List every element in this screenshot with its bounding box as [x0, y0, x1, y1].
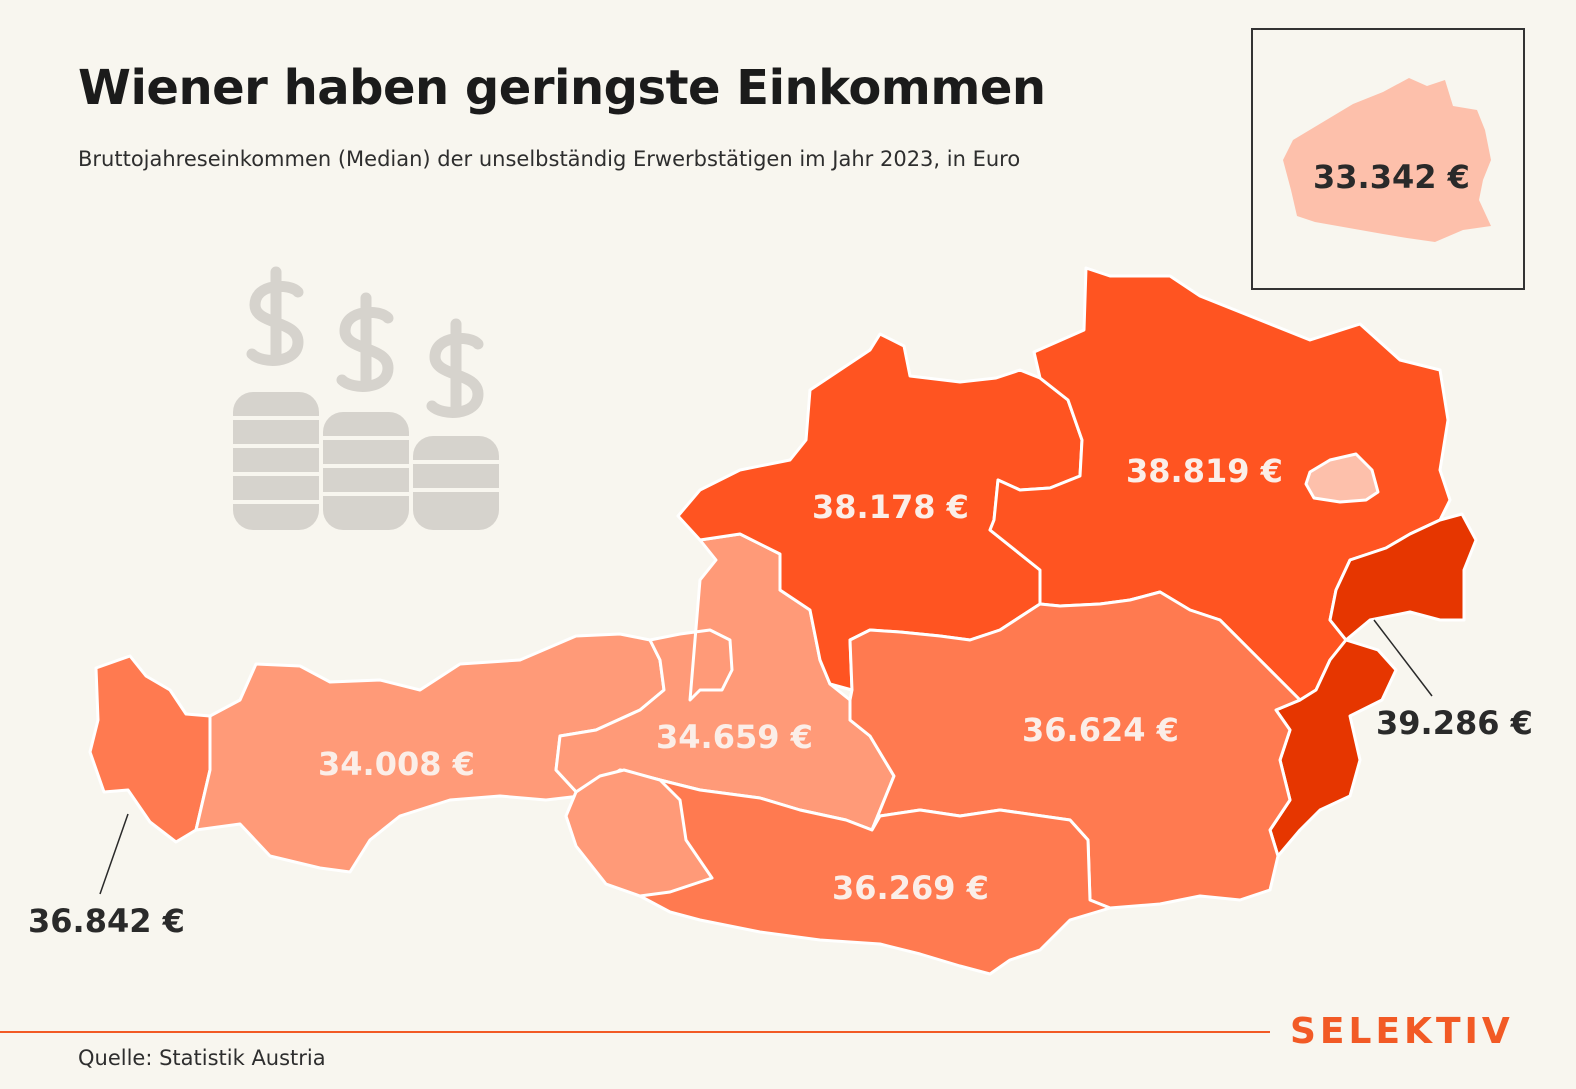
- vienna-inset-map: 33.342 €: [1283, 78, 1491, 242]
- vorarlberg-callout-line: [99, 813, 129, 895]
- vienna-inset: 33.342 €: [1251, 28, 1525, 290]
- label-salzburg: 34.659 €: [656, 718, 813, 756]
- region-wien: [1283, 78, 1491, 242]
- region-osttirol: [564, 768, 714, 898]
- page-title: Wiener haben geringste Einkommen: [78, 60, 1046, 116]
- label-tirol: 34.008 €: [318, 745, 475, 783]
- label-kaernten: 36.269 €: [832, 869, 989, 907]
- label-wien: 33.342 €: [1313, 158, 1470, 196]
- label-vorarlberg: 36.842 €: [28, 902, 185, 940]
- burgenland-callout-line: [1373, 619, 1433, 697]
- region-kaernten: [564, 768, 1112, 976]
- page-subtitle: Bruttojahreseinkommen (Median) der unsel…: [78, 147, 1021, 171]
- source-note: Quelle: Statistik Austria: [78, 1046, 326, 1070]
- region-burgenland: [1268, 512, 1478, 858]
- region-vorarlberg: [88, 654, 212, 844]
- label-oberoesterreich: 38.178 €: [812, 488, 969, 526]
- label-burgenland: 39.286 €: [1376, 704, 1533, 742]
- footer-divider: [0, 1031, 1270, 1033]
- label-steiermark: 36.624 €: [1022, 711, 1179, 749]
- brand-logo: SELEKTIV: [1290, 1011, 1514, 1052]
- region-wien-small: [1304, 452, 1380, 504]
- coins-dollar-icon: [233, 266, 499, 530]
- label-niederoesterreich: 38.819 €: [1126, 452, 1283, 490]
